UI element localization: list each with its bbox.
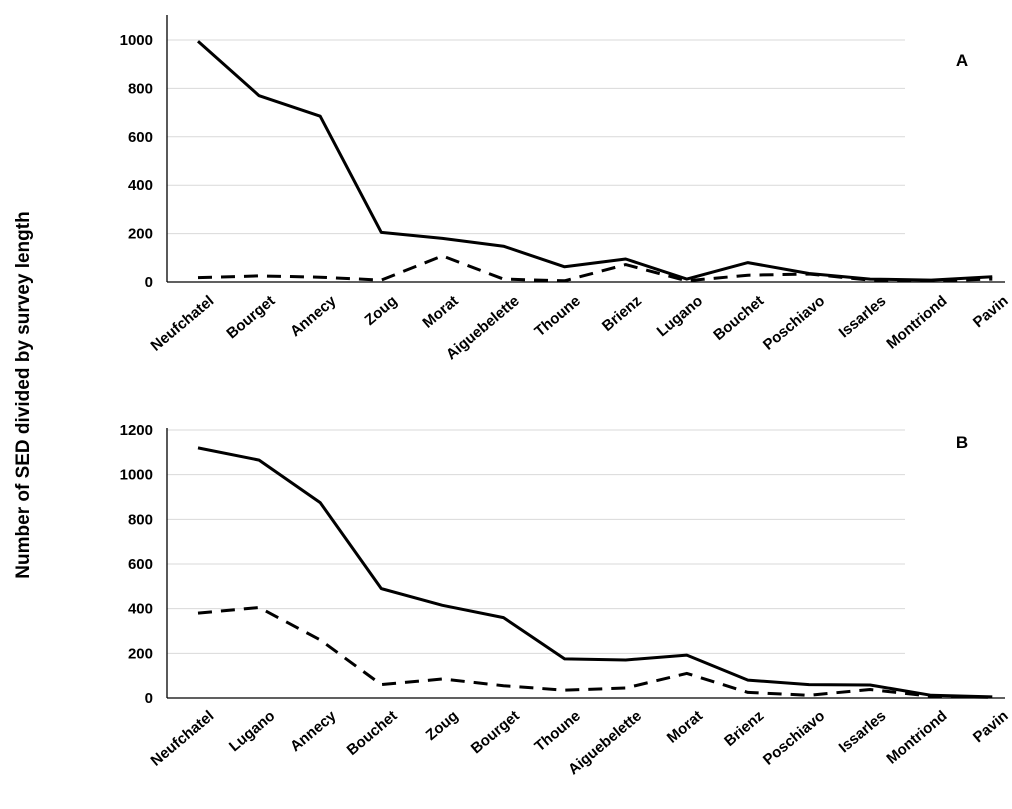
x-tick-label: Annecy [287, 292, 340, 340]
x-tick-label: Montriond [883, 292, 950, 352]
x-tick-label: Thoune [531, 707, 583, 755]
x-tick-label: Neufchatel [148, 292, 218, 354]
x-tick-label: Lugano [226, 707, 278, 755]
y-tick-label: 400 [128, 601, 153, 618]
x-tick-label: Bourget [468, 707, 523, 757]
x-tick-label: Brienz [599, 292, 645, 334]
x-tick-label: Bouchet [344, 707, 401, 759]
x-tick-label: Annecy [287, 707, 340, 755]
y-tick-label: 200 [128, 645, 153, 662]
x-tick-label: Neufchatel [148, 707, 218, 769]
x-tick-label: Zoug [362, 292, 401, 329]
panel-label: B [956, 433, 968, 452]
y-axis-title: Number of SED divided by survey length [13, 211, 34, 578]
x-tick-label: Lugano [654, 292, 706, 340]
y-tick-label: 200 [128, 226, 153, 243]
series-line-solid [197, 40, 993, 282]
y-tick-label: 600 [128, 556, 153, 573]
y-tick-label: 400 [128, 177, 153, 194]
x-tick-label: Bourget [223, 292, 278, 342]
x-tick-label: Montriond [883, 707, 950, 767]
chart-panel-b: 0 200 400 600 800 1000 1200 Neufchatel Lugano Ann… [120, 422, 1012, 778]
x-tick-label: Poschiavo [760, 292, 828, 353]
y-tick-label: 1200 [120, 422, 153, 439]
y-tick-label: 0 [145, 274, 153, 291]
x-tick-label: Poschiavo [760, 707, 828, 768]
x-tick-label: Thoune [531, 292, 583, 340]
x-tick-label: Brienz [721, 707, 767, 749]
series-line-solid [197, 446, 993, 699]
y-tick-label: 1000 [120, 467, 153, 484]
y-tick-label: 1000 [120, 32, 153, 49]
x-tick-label: Morat [664, 707, 706, 746]
x-tick-label: Pavin [970, 292, 1012, 331]
series-line-dashed [197, 606, 993, 699]
y-tick-label: 0 [145, 690, 153, 707]
chart-panel-a: 0 200 400 600 800 1000 Neufchatel Bourget Annecy… [120, 15, 1012, 363]
series-line-dashed [197, 254, 993, 283]
x-tick-label: Morat [419, 292, 461, 331]
x-tick-label: Zoug [423, 707, 462, 744]
x-tick-label: Pavin [970, 707, 1012, 746]
panel-label: A [956, 51, 968, 70]
y-tick-label: 600 [128, 129, 153, 146]
x-tick-label: Issarles [836, 707, 890, 756]
x-tick-label: Issarles [836, 292, 890, 341]
x-tick-label: Bouchet [710, 292, 767, 344]
y-tick-label: 800 [128, 80, 153, 97]
y-tick-label: 800 [128, 511, 153, 528]
